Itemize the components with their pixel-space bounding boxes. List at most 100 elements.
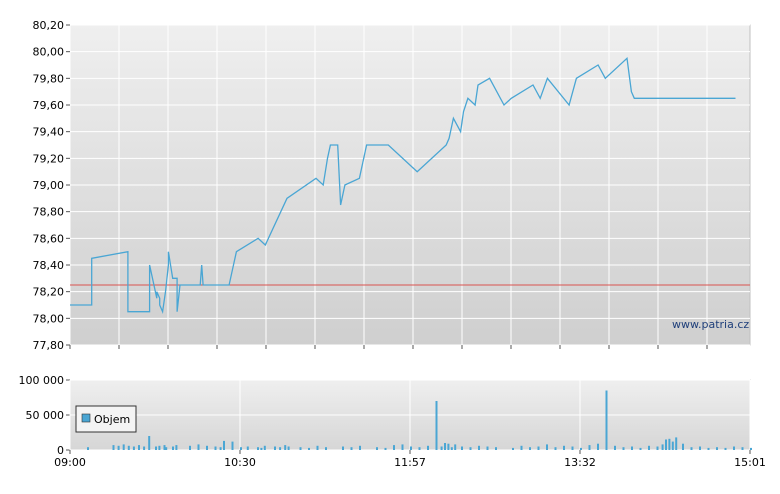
volume-bar: [112, 445, 115, 450]
volume-bar: [554, 447, 557, 450]
volume-bar: [444, 443, 446, 450]
volume-bar: [690, 447, 693, 450]
volume-bar: [733, 446, 735, 450]
volume-bar: [316, 445, 319, 450]
volume-bar: [132, 446, 135, 450]
volume-bar: [138, 445, 140, 450]
volume-bar: [206, 445, 208, 450]
volume-bar: [401, 444, 404, 450]
volume-bar: [165, 447, 168, 450]
volume-bar: [158, 445, 161, 450]
volume-bar: [454, 444, 457, 450]
volume-bar: [665, 439, 667, 450]
volume-bar: [512, 447, 514, 450]
volume-bar: [427, 445, 429, 450]
volume-y-tick-label: 0: [57, 444, 64, 457]
volume-bar: [189, 445, 191, 450]
volume-bar: [260, 447, 263, 450]
legend-swatch: [81, 413, 91, 423]
volume-bar: [299, 447, 302, 450]
x-tick-label: 10:30: [224, 456, 256, 469]
volume-bar: [631, 446, 633, 450]
price-y-tick-label: 80,20: [33, 19, 65, 32]
price-y-tick-label: 78,60: [33, 232, 65, 245]
volume-bar: [246, 446, 249, 450]
price-y-tick-label: 79,20: [33, 152, 65, 165]
volume-bar: [127, 445, 130, 450]
volume-bar: [563, 445, 565, 450]
volume-bar: [117, 445, 120, 450]
x-tick-label: 13:32: [564, 456, 596, 469]
volume-bar: [750, 447, 752, 450]
volume-bar: [376, 447, 378, 450]
volume-bar: [393, 445, 395, 450]
legend-label: Objem: [94, 413, 130, 426]
price-y-tick-label: 80,00: [33, 46, 65, 59]
volume-bar: [469, 447, 472, 450]
x-tick-label: 15:01: [734, 456, 766, 469]
volume-bar: [223, 440, 225, 450]
volume-bar: [87, 447, 89, 450]
volume-bar: [308, 447, 310, 450]
volume-y-tick-label: 50 000: [26, 409, 65, 422]
volume-bar: [410, 446, 412, 450]
volume-bar: [231, 441, 234, 450]
volume-bar: [605, 390, 608, 450]
price-panel: 77,80 78,00 78,20 78,40 78,60 78,80 79,00 79,20…: [33, 19, 751, 352]
volume-bar: [418, 447, 421, 450]
price-y-tick-label: 79,80: [33, 72, 65, 85]
volume-bar: [240, 447, 242, 450]
volume-bar: [359, 445, 361, 450]
volume-bar: [284, 445, 287, 450]
volume-bar: [461, 446, 463, 450]
volume-bar: [639, 447, 642, 450]
volume-bar: [435, 401, 438, 450]
volume-bar: [163, 445, 166, 450]
volume-bar: [279, 447, 282, 450]
price-y-tick-label: 79,00: [33, 179, 65, 192]
volume-bar: [675, 437, 678, 450]
price-y-tick-label: 79,60: [33, 99, 65, 112]
volume-bar: [699, 446, 701, 450]
price-y-tick-label: 78,20: [33, 286, 65, 299]
volume-bar: [122, 444, 125, 450]
volume-legend: Objem: [75, 405, 137, 433]
volume-bar: [257, 447, 259, 450]
volume-bar: [661, 444, 664, 450]
price-y-tick-label: 77,80: [33, 339, 65, 352]
volume-bar: [350, 447, 353, 450]
volume-bar: [325, 447, 327, 450]
volume-bar: [274, 446, 276, 450]
volume-bar: [440, 446, 443, 450]
volume-bar: [741, 447, 744, 450]
volume-bar: [175, 445, 178, 450]
volume-bar: [172, 446, 174, 450]
watermark: www.patria.cz: [672, 318, 750, 331]
volume-bar: [450, 447, 453, 450]
volume-bar: [707, 447, 710, 450]
volume-bar: [486, 446, 489, 450]
volume-bar: [622, 447, 625, 450]
volume-bar: [588, 445, 591, 450]
volume-bar: [263, 445, 266, 450]
volume-bar: [219, 447, 222, 450]
price-series-line: [70, 56, 736, 315]
volume-bar: [529, 447, 531, 450]
volume-bar: [668, 438, 671, 450]
volume-bar: [342, 446, 344, 450]
volume-bar: [648, 445, 650, 450]
volume-bar: [546, 444, 548, 450]
volume-bar: [656, 446, 659, 450]
price-y-tick-label: 78,80: [33, 206, 65, 219]
volume-bar: [148, 436, 151, 450]
volume-bar: [143, 446, 146, 450]
volume-bar: [571, 446, 574, 450]
volume-bar: [197, 444, 200, 450]
price-y-tick-label: 79,40: [33, 126, 65, 139]
volume-bar: [287, 446, 290, 450]
volume-bar: [597, 443, 599, 450]
volume-bar: [682, 443, 684, 450]
volume-bar: [214, 446, 217, 450]
